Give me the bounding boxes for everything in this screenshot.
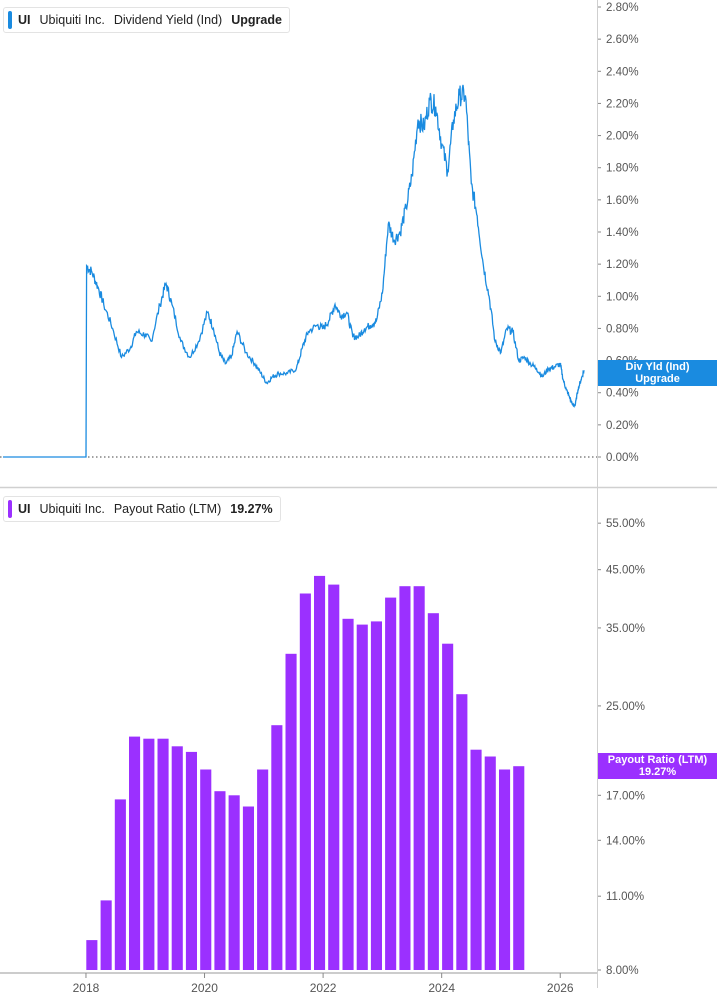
payout-bar [328,584,340,970]
payout-bar [513,766,525,970]
bottom-legend-swatch [8,500,12,518]
top-y-tick-label: 2.60% [606,34,639,46]
x-tick-label: 2022 [310,981,337,995]
payout-bar [129,736,141,970]
payout-bar [200,769,212,970]
top-flag-line1: Div Yld (Ind) [625,361,690,373]
payout-bar [257,769,269,970]
top-value-flag[interactable]: Div Yld (Ind) Upgrade [598,360,717,386]
bottom-y-tick-label: 35.00% [606,623,645,635]
payout-bar [399,586,411,970]
x-tick-label: 2024 [428,981,455,995]
bottom-flag-line1: Payout Ratio (LTM) [607,754,708,766]
bottom-y-tick-label: 14.00% [606,835,645,847]
payout-bar [157,738,169,970]
x-tick-label: 2018 [73,981,100,995]
bottom-y-tick-label: 17.00% [606,790,645,802]
top-y-tick-label: 1.40% [606,227,639,239]
payout-bar [370,621,382,970]
top-legend-metric: Dividend Yield (Ind) [113,13,223,27]
payout-bar [499,769,511,970]
payout-bar [171,746,183,970]
top-y-tick-label: 2.00% [606,131,639,143]
top-legend-swatch [8,11,12,29]
payout-ratio-plot [86,575,525,970]
payout-bar [271,725,283,970]
top-legend-ticker: UI [18,13,31,27]
top-y-axis: 2.80% 2.60% 2.40% 2.20% 2.00% 1.80% 1.60% 1.40%… [597,2,639,464]
top-legend-company: Ubiquiti Inc. [39,13,105,27]
payout-bar [86,940,98,970]
top-y-tick-label: 2.20% [606,98,639,110]
bottom-y-tick-label: 8.00% [606,965,639,977]
top-y-tick-label: 0.80% [606,323,639,335]
top-y-tick-label: 1.20% [606,259,639,271]
bottom-flag-line2: 19.27% [638,766,677,778]
top-y-tick-label: 2.40% [606,66,639,78]
payout-bar [356,624,368,970]
bottom-y-tick-label: 45.00% [606,565,645,577]
payout-bar [442,643,454,970]
bottom-legend-metric: Payout Ratio (LTM) [113,502,222,516]
dividend-yield-plot [3,84,585,458]
top-y-tick-label: 0.20% [606,420,639,432]
bottom-legend-company: Ubiquiti Inc. [39,502,105,516]
top-y-tick-label: 1.00% [606,291,639,303]
payout-bar [242,806,254,970]
payout-bar [456,694,468,970]
payout-bar [385,597,397,970]
top-y-tick-label: 0.00% [606,452,639,464]
payout-bar [342,618,354,970]
payout-bar [143,738,155,970]
top-y-tick-label: 1.80% [606,163,639,175]
top-flag-line2: Upgrade [635,373,680,385]
payout-bar [470,749,482,970]
x-tick-label: 2026 [547,981,574,995]
dividend-yield-line [3,84,585,458]
top-y-tick-label: 2.80% [606,2,639,14]
payout-bar [100,900,112,970]
payout-bar [484,756,496,970]
bottom-legend-value: 19.27% [230,502,273,516]
top-legend[interactable]: UI Ubiquiti Inc. Dividend Yield (Ind) Up… [3,7,290,33]
top-y-tick-label: 0.40% [606,388,639,400]
payout-bar [214,791,226,970]
payout-bar [228,795,240,970]
payout-bar [413,586,425,970]
bottom-y-tick-label: 55.00% [606,518,645,530]
bottom-y-tick-label: 11.00% [606,891,644,903]
payout-bar [427,613,439,970]
bottom-legend-ticker: UI [18,502,31,516]
top-y-tick-label: 1.60% [606,195,639,207]
payout-bar [285,653,297,970]
bottom-y-tick-label: 25.00% [606,701,645,713]
bottom-value-flag: Payout Ratio (LTM) 19.27% [598,753,717,779]
bottom-legend[interactable]: UI Ubiquiti Inc. Payout Ratio (LTM) 19.2… [3,496,281,522]
x-tick-label: 2020 [191,981,218,995]
payout-bar [114,799,126,970]
x-axis: 2018 2020 2022 2024 2026 [0,972,597,995]
payout-bar [314,575,326,970]
top-legend-value[interactable]: Upgrade [231,13,282,27]
payout-bar [299,593,311,970]
bottom-y-axis: 55.00% 45.00% 35.00% 25.00% 17.00% 14.00% 11.0… [597,518,645,977]
payout-bar [185,751,197,970]
